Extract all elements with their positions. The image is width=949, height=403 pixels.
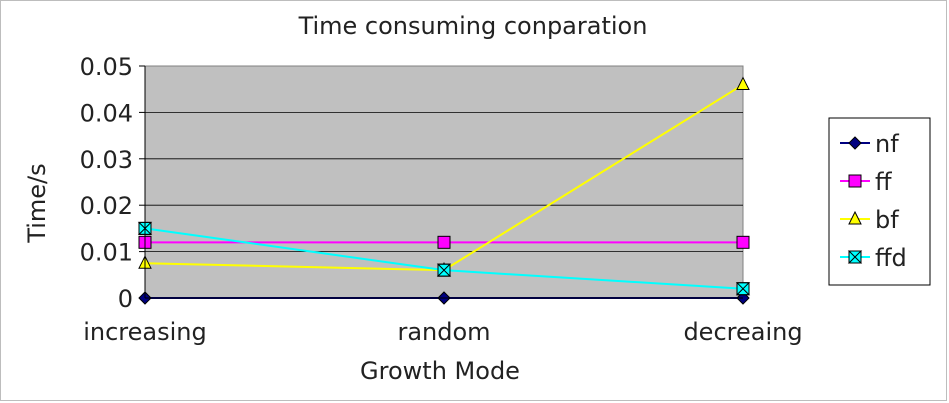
data-point-ffd-top [436,263,452,271]
legend-label: ffd [875,244,907,272]
legend-entry-bf: bf [840,206,899,234]
x-axis-ticks: increasing random decreaing [83,298,803,346]
legend-label: nf [875,130,899,158]
data-point-ffd-bottom [735,288,751,296]
data-point-ff [437,235,451,249]
legend-entry-ffd: ffd [840,244,907,272]
legend-label: ff [875,168,892,196]
chart-title: Time consuming conparation [298,12,648,40]
x-tick-label: decreaing [683,318,802,346]
legend-marker-bottom [847,256,863,264]
y-tick-label: 0.05 [80,53,133,81]
x-tick-label: increasing [83,318,207,346]
legend-entry-nf: nf [840,130,899,158]
grid-lines [145,112,743,253]
x-tick-label: random [397,318,490,346]
y-axis-ticks: 0 0.01 0.02 0.03 0.04 0.05 [80,53,145,313]
legend-marker-top [847,250,863,258]
data-point-ffd [436,263,452,277]
y-tick-label: 0.04 [80,99,133,127]
legend-marker [848,210,862,225]
legend-label: bf [875,206,899,234]
legend-entry-ff: ff [840,168,892,196]
legend-marker [848,136,862,150]
data-point-bf [736,76,750,91]
data-point-ffd-bottom [436,269,452,277]
y-tick-label: 0.02 [80,192,133,220]
x-axis-label: Growth Mode [360,357,520,385]
data-point-ffd [735,282,751,296]
legend: nf ff bf ffd [828,117,931,286]
y-tick-label: 0.03 [80,146,133,174]
legend-marker [847,250,863,264]
y-axis-label: Time/s [23,163,51,243]
data-point-ffd-top [735,282,751,290]
y-tick-label: 0.01 [80,239,133,267]
y-tick-label: 0 [118,285,133,313]
data-point-ff [736,235,750,249]
plot-area [144,65,744,299]
legend-marker [848,174,862,188]
legend-entries: nf ff bf ffd [840,130,907,272]
